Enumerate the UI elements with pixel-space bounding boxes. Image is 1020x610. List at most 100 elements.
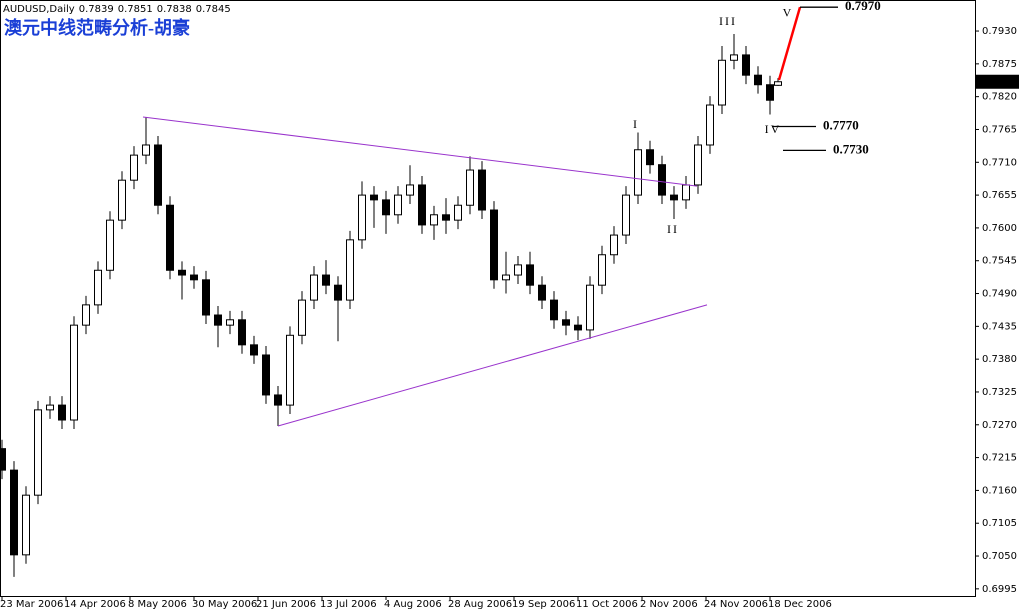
candle-body	[550, 299, 558, 321]
candle-body	[538, 284, 546, 301]
y-tick-label: 0.7380	[982, 354, 1017, 365]
candle-body	[82, 304, 90, 326]
candle-body	[130, 154, 138, 181]
x-tick-label: 4 Aug 2006	[384, 599, 442, 610]
open-value: 0.7839	[79, 4, 114, 15]
candle-body	[466, 169, 474, 206]
y-tick-label: 0.7710	[982, 157, 1017, 168]
candle-body	[562, 319, 570, 326]
candle-body	[46, 404, 54, 411]
candle-body	[58, 404, 66, 421]
candle-body	[526, 264, 534, 286]
trendline	[777, 6, 802, 81]
candle-body	[70, 324, 78, 421]
price-tag-label: 0.7845	[980, 77, 1015, 88]
candle-body	[286, 334, 294, 406]
candle-body	[298, 299, 306, 336]
x-tick-label: 18 Dec 2006	[768, 599, 832, 610]
trendline	[142, 116, 698, 187]
y-tick-label: 0.7490	[982, 289, 1017, 300]
candle-body	[238, 319, 246, 346]
x-tick-label: 2 Nov 2006	[640, 599, 698, 610]
candle-body	[490, 209, 498, 281]
wave-label: I	[633, 117, 639, 131]
candle-body	[430, 214, 438, 226]
chart-title: 澳元中线范畴分析-胡豪	[4, 17, 190, 38]
candle-body	[670, 194, 678, 201]
x-tick-label: 13 Jul 2006	[320, 599, 377, 610]
candle-body	[646, 149, 654, 166]
trendline	[277, 304, 708, 427]
y-tick-label: 0.7325	[982, 387, 1017, 398]
candle-body	[774, 81, 782, 86]
y-tick-label: 0.7050	[982, 551, 1017, 562]
candle-body	[166, 204, 174, 271]
x-tick-label: 14 Apr 2006	[64, 599, 126, 610]
y-tick-label: 0.7160	[982, 485, 1017, 496]
price-tag	[976, 74, 1019, 89]
x-tick-label: 19 Sep 2006	[512, 599, 575, 610]
x-tick-label: 8 May 2006	[128, 599, 187, 610]
candle-body	[382, 199, 390, 216]
candle-body	[334, 284, 342, 301]
candle-body	[658, 164, 666, 196]
candle-body	[502, 274, 510, 281]
y-tick-label: 0.7765	[982, 124, 1017, 135]
candle-body	[346, 239, 354, 301]
candle-body	[22, 494, 30, 556]
candle-body	[694, 144, 702, 186]
x-tick-label: 24 Nov 2006	[704, 599, 768, 610]
y-tick-label: 0.7435	[982, 321, 1017, 332]
y-tick-label: 0.7875	[982, 59, 1017, 70]
y-tick-label: 0.6995	[982, 584, 1017, 595]
candle-body	[718, 59, 726, 106]
candle-body	[586, 284, 594, 331]
x-tick-label: 28 Aug 2006	[448, 599, 512, 610]
candle-body	[34, 409, 42, 496]
candle-body	[202, 279, 210, 316]
candle-body	[394, 194, 402, 216]
candle-body	[682, 184, 690, 201]
y-tick-label: 0.7820	[982, 92, 1017, 103]
y-tick-label: 0.7270	[982, 420, 1017, 431]
candle-body	[250, 344, 258, 356]
y-tick-label: 0.7105	[982, 518, 1017, 529]
candle-body	[754, 74, 762, 86]
candle-body	[226, 319, 234, 326]
candle-body	[262, 354, 270, 396]
low-value: 0.7838	[157, 4, 192, 15]
x-tick-label: 11 Oct 2006	[576, 599, 638, 610]
candle-body	[418, 184, 426, 226]
candle-body	[406, 184, 414, 196]
plot-frame	[0, 0, 976, 597]
candle-body	[622, 194, 630, 236]
candle-body	[598, 254, 606, 286]
candle-body	[634, 149, 642, 196]
candle-body	[766, 84, 774, 101]
candle-body	[442, 214, 450, 221]
candle-body	[190, 274, 198, 281]
candle-body	[742, 54, 750, 76]
target-label: 0.7970	[845, 0, 881, 13]
y-tick-label: 0.7600	[982, 223, 1017, 234]
wave-label: II	[667, 222, 679, 236]
candle-body	[322, 274, 330, 286]
candle-body	[454, 204, 462, 221]
candle-body	[178, 269, 186, 276]
header: AUDUSD,Daily 0.7839 0.7851 0.7838 0.7845	[3, 4, 231, 15]
candle-body	[706, 104, 714, 146]
symbol: AUDUSD,Daily	[3, 4, 75, 15]
x-tick-label: 23 Mar 2006	[0, 599, 63, 610]
candle-body	[118, 179, 126, 221]
wave-label: IV	[765, 122, 782, 136]
candle-body	[370, 194, 378, 201]
wave-label: V	[783, 5, 794, 19]
candle-body	[574, 324, 582, 331]
candle-body	[310, 274, 318, 301]
y-tick-label: 0.7545	[982, 256, 1017, 267]
candle-body	[94, 269, 102, 306]
wave-label: III	[719, 14, 737, 28]
close-value: 0.7845	[196, 4, 231, 15]
